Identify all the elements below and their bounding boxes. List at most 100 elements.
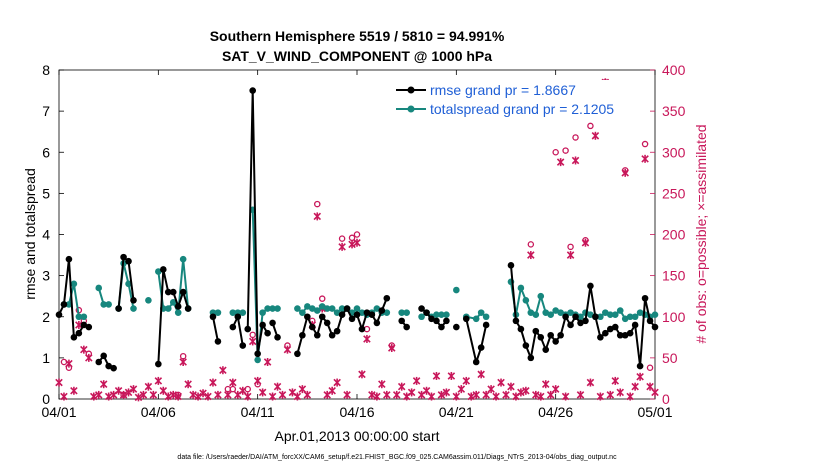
rmse-point (572, 313, 579, 321)
totalspread-point (567, 309, 574, 316)
obs-assimilated-marker (204, 392, 212, 401)
obs-assimilated-marker (219, 366, 227, 375)
obs-assimilated-marker (298, 385, 307, 394)
obs-assimilated-marker (447, 371, 456, 380)
y-axis-left-label: rmse and totalspread (22, 168, 38, 300)
obs-assimilated-marker (368, 390, 376, 399)
totalspread-point (313, 307, 321, 314)
obs-assimilated-marker (502, 390, 510, 399)
obs-assimilated-marker (338, 242, 346, 251)
rmse-point (75, 329, 83, 337)
obs-assimilated-marker (546, 390, 555, 399)
rmse-point (309, 323, 316, 331)
rmse-point (249, 87, 256, 94)
x-axis: 04/01 04/06 04/11 04/16 04/21 04/26 05/01 (41, 70, 673, 420)
rmse-point (358, 325, 366, 333)
obs-assimilated-marker (487, 385, 495, 394)
totalspread-point (602, 309, 609, 316)
rmse-point (115, 305, 122, 312)
rmse-point (269, 319, 276, 327)
obs-assimilated-marker (70, 386, 78, 395)
totalspread-point (100, 301, 107, 308)
totalspread-point (626, 313, 634, 321)
totalspread-point (214, 309, 222, 316)
totalspread-point (477, 309, 485, 316)
rmse-point (462, 315, 470, 323)
totalspread-point (542, 309, 550, 316)
obs-assimilated-marker (472, 390, 480, 399)
obs-assimilated-marker (303, 390, 312, 399)
rmse-point (626, 329, 634, 337)
rmse-point (651, 323, 659, 331)
rmse-point (522, 342, 530, 349)
rmse-point (378, 307, 386, 314)
rmse-point (259, 321, 266, 329)
rmse-point (512, 317, 520, 325)
rmse-point (587, 282, 594, 290)
y-tick-left-label: 6 (42, 144, 50, 160)
obs-assimilated-marker (576, 390, 585, 399)
totalspread-point (547, 311, 554, 318)
totalspread-point (383, 309, 391, 316)
totalspread-point (522, 297, 530, 304)
obs-assimilated-marker (641, 154, 649, 163)
y-tick-left-label: 3 (42, 268, 50, 284)
totalspread-point (125, 280, 132, 288)
obs-assimilated-marker (278, 390, 287, 399)
obs-possible-marker (552, 148, 559, 156)
obs-assimilated-marker (179, 357, 187, 366)
rmse-line (211, 316, 219, 342)
obs-assimilated-marker (164, 392, 173, 401)
obs-assimilated-marker (263, 357, 272, 366)
obs-assimilated-marker (571, 156, 580, 165)
totalspread-point (611, 311, 619, 318)
totalspread-point (636, 309, 644, 316)
rmse-point (631, 321, 639, 329)
obs-assimilated-marker (388, 344, 396, 353)
obs-assimilated-marker (80, 345, 88, 354)
obs-assimilated-marker (507, 382, 515, 391)
obs-assimilated-marker (149, 390, 158, 399)
totalspread-point (65, 301, 73, 308)
obs-assimilated-marker (631, 382, 639, 391)
obs-assimilated-marker (626, 392, 634, 401)
obs-assimilated-marker (611, 376, 620, 385)
rmse-point (582, 317, 589, 325)
totalspread-point (229, 309, 237, 316)
obs-assimilated-marker (427, 392, 436, 401)
totalspread-point (651, 311, 659, 318)
rmse-point (234, 313, 242, 321)
rmse-point (65, 255, 73, 263)
totalspread-point (318, 303, 326, 310)
totalspread-point (169, 299, 177, 306)
rmse-point (537, 334, 545, 341)
totalspread-point (105, 301, 112, 308)
rmse-point (527, 354, 535, 362)
rmse-point (294, 350, 301, 358)
obs-assimilated-marker (482, 390, 490, 399)
y-tick-right-label: 400 (662, 62, 686, 78)
rmse-point (338, 311, 346, 318)
obs-assimilated-marker (124, 388, 133, 397)
totalspread-point (597, 313, 604, 321)
legend: rmse grand pr = 1.8667 totalspread grand… (391, 80, 614, 120)
obs-assimilated-marker (492, 392, 500, 401)
obs-assimilated-marker (596, 392, 605, 401)
obs-assimilated-marker (224, 390, 232, 399)
rmse-point (517, 325, 525, 333)
rmse-point (398, 317, 406, 325)
x-tick-label: 04/21 (439, 404, 474, 420)
rmse-point (318, 313, 326, 321)
obs-possible-marker (567, 243, 574, 251)
chart-subtitle: SAT_V_WIND_COMPONENT @ 1000 hPa (222, 48, 492, 64)
rmse-point (100, 352, 107, 360)
totalspread-point (353, 305, 361, 312)
rmse-point (179, 288, 187, 296)
obs-assimilated-marker (522, 386, 530, 395)
rmse-point (477, 344, 485, 351)
obs-possible-marker (587, 122, 594, 130)
y-axis-right: 0 50 100 150 200 250 300 350 400 (650, 62, 686, 407)
totalspread-point (294, 305, 301, 312)
obs-assimilated-marker (119, 390, 128, 399)
rmse-point (304, 313, 311, 321)
